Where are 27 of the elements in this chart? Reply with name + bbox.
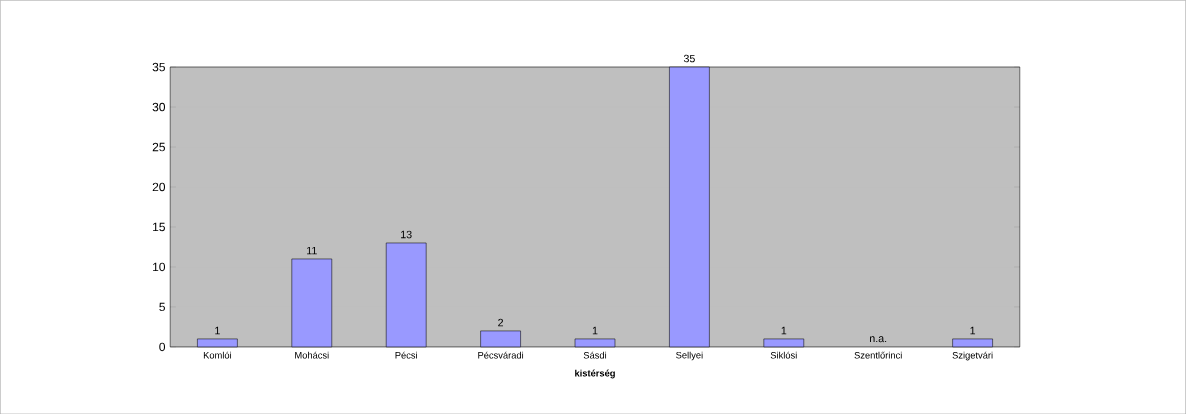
data-label: 1 — [592, 326, 598, 335]
data-label: 11 — [307, 246, 317, 255]
data-label: 1 — [970, 326, 976, 335]
data-label: 2 — [498, 318, 504, 327]
x-tick-label: Pécsváradi — [478, 351, 524, 359]
x-axis-title: kistérség — [575, 369, 615, 379]
y-tick-label: 35 — [152, 62, 165, 72]
data-label: 35 — [683, 54, 695, 63]
x-tick-label: Szigetvári — [952, 351, 993, 361]
y-tick-label: 15 — [153, 222, 165, 231]
y-tick-label: 20 — [152, 182, 166, 192]
x-tick-label: Sellyei — [676, 351, 703, 361]
data-label: 1 — [215, 326, 220, 335]
x-tick-label: Sásdi — [583, 351, 607, 359]
y-tick-label: 25 — [152, 142, 165, 152]
y-tick-label: 30 — [152, 102, 166, 112]
x-tick-label: Pécsi — [395, 351, 417, 359]
y-tick-label: 10 — [153, 262, 166, 272]
x-tick-label: Siklósi — [770, 351, 797, 359]
data-label: 13 — [401, 230, 412, 239]
x-tick-label: Komlói — [203, 351, 232, 359]
y-tick-label: 5 — [159, 302, 165, 311]
x-tick-label: Mohácsi — [295, 351, 329, 359]
x-tick-label: Szentlőrinci — [854, 351, 902, 359]
data-label: 1 — [781, 326, 787, 335]
text: n.a. — [870, 336, 887, 343]
y-tick-label: 0 — [159, 342, 166, 351]
